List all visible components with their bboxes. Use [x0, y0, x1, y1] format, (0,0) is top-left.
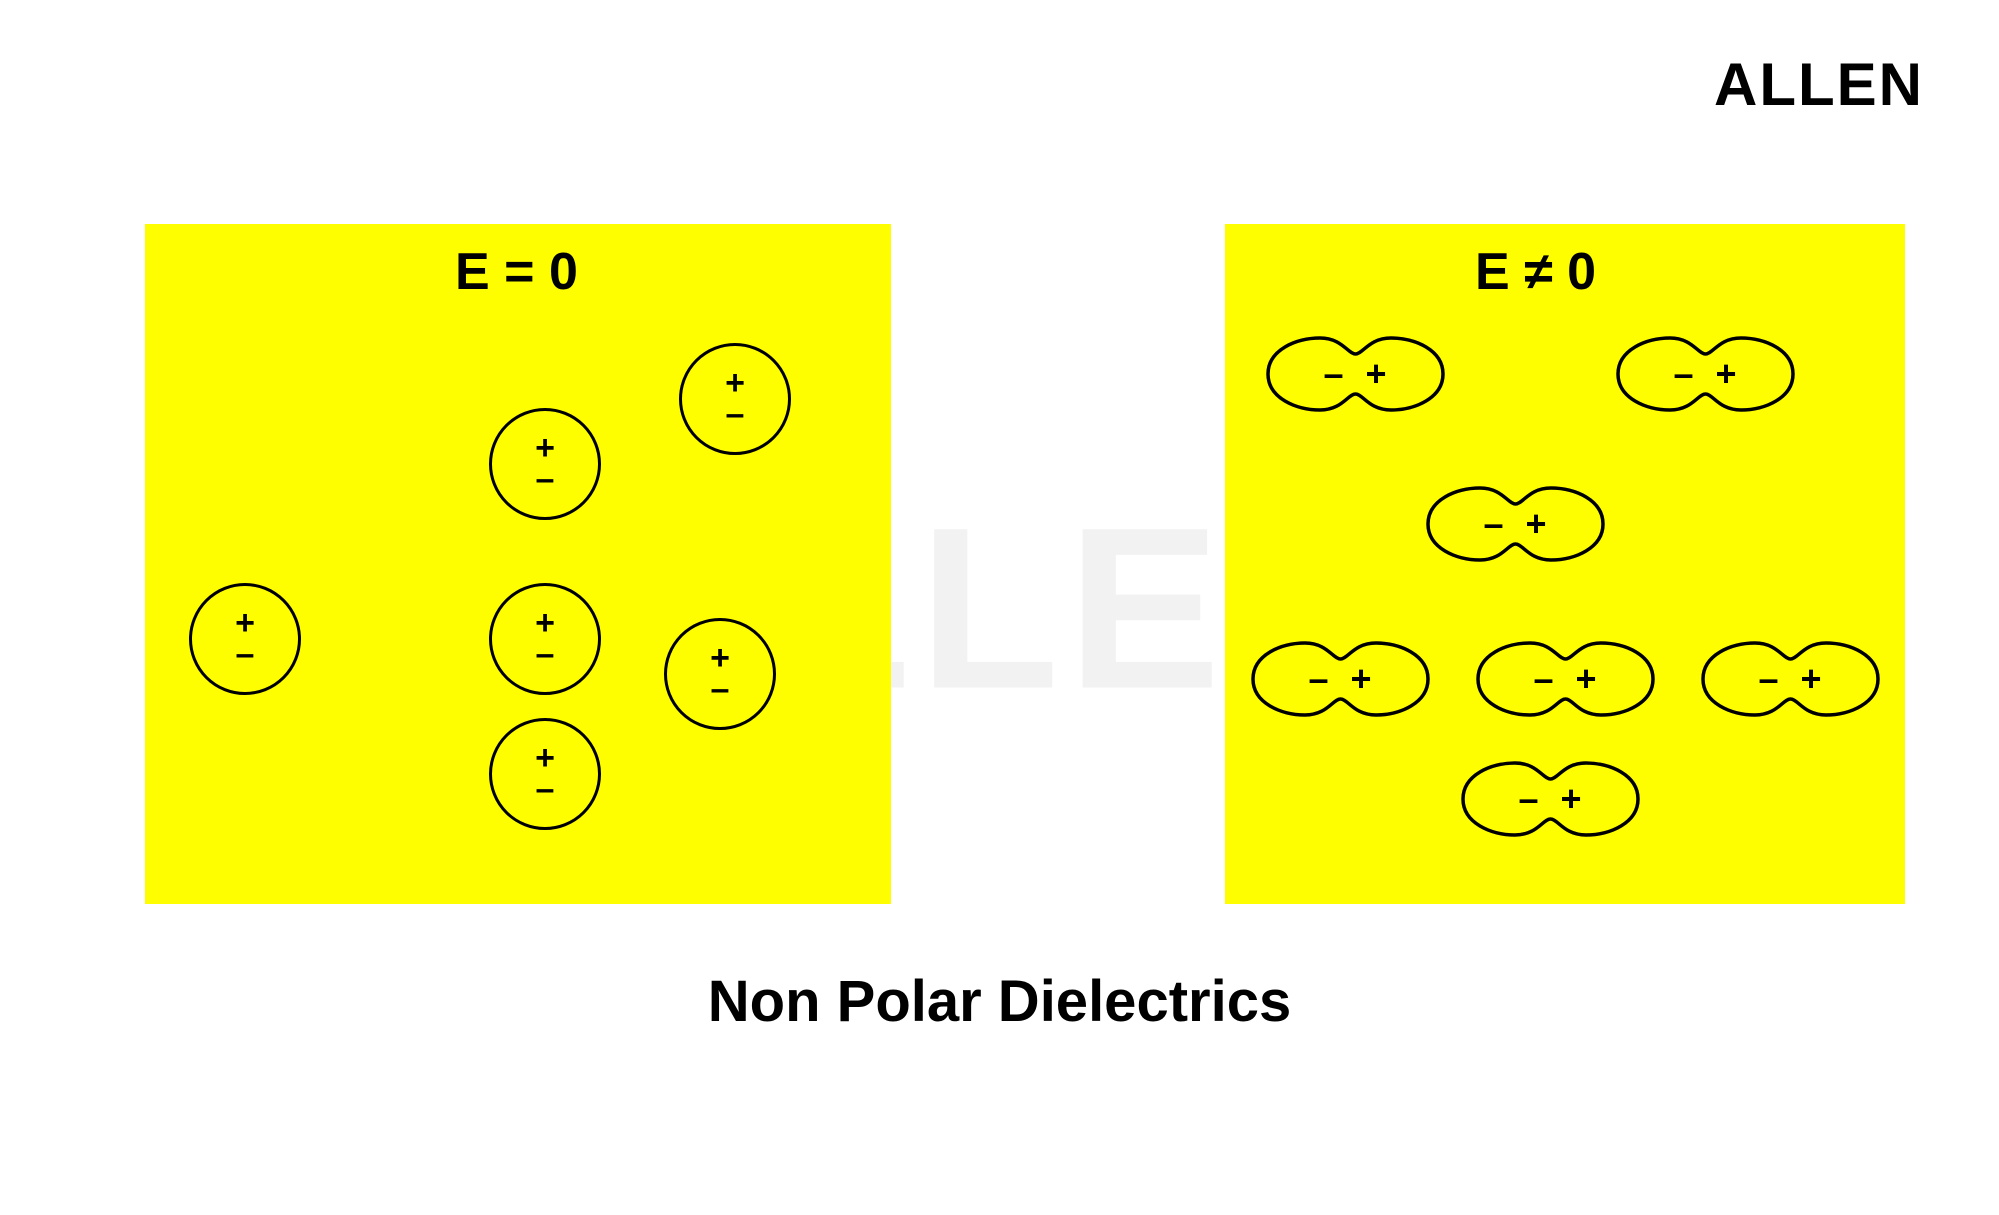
minus-sign: –: [1758, 658, 1778, 700]
minus-sign: –: [1308, 658, 1328, 700]
neutral-atom: +–: [664, 618, 776, 730]
plus-sign: +: [1366, 353, 1387, 395]
neutral-atom: +–: [679, 343, 791, 455]
left-panel-no-field: E = 0 +– +– +– +– +– +–: [145, 224, 891, 904]
plus-sign: +: [1576, 658, 1597, 700]
minus-sign: –: [536, 774, 555, 805]
neutral-atom: +–: [489, 583, 601, 695]
plus-sign: +: [1561, 778, 1582, 820]
minus-sign: –: [1518, 778, 1538, 820]
minus-sign: –: [1323, 353, 1343, 395]
plus-sign: +: [1526, 503, 1547, 545]
minus-sign: –: [711, 674, 730, 705]
polarized-dipole: –+: [1268, 338, 1443, 410]
figure-caption: Non Polar Dielectrics: [708, 968, 1291, 1035]
minus-sign: –: [536, 464, 555, 495]
plus-sign: +: [1351, 658, 1372, 700]
minus-sign: –: [1483, 503, 1503, 545]
polarized-dipole: –+: [1463, 763, 1638, 835]
minus-sign: –: [536, 639, 555, 670]
neutral-atom: +–: [489, 408, 601, 520]
minus-sign: –: [726, 399, 745, 430]
left-panel-title: E = 0: [455, 242, 578, 302]
polarized-dipole: –+: [1703, 643, 1878, 715]
right-panel-title: E ≠ 0: [1475, 242, 1596, 302]
minus-sign: –: [1673, 353, 1693, 395]
right-panel-with-field: E ≠ 0 –+–+–+–+–+–+–+: [1225, 224, 1905, 904]
minus-sign: –: [236, 639, 255, 670]
brand-logo: ALLEN: [1714, 50, 1924, 119]
minus-sign: –: [1533, 658, 1553, 700]
neutral-atom: +–: [489, 718, 601, 830]
plus-sign: +: [1716, 353, 1737, 395]
neutral-atom: +–: [189, 583, 301, 695]
polarized-dipole: –+: [1618, 338, 1793, 410]
polarized-dipole: –+: [1478, 643, 1653, 715]
plus-sign: +: [1801, 658, 1822, 700]
polarized-dipole: –+: [1428, 488, 1603, 560]
polarized-dipole: –+: [1253, 643, 1428, 715]
